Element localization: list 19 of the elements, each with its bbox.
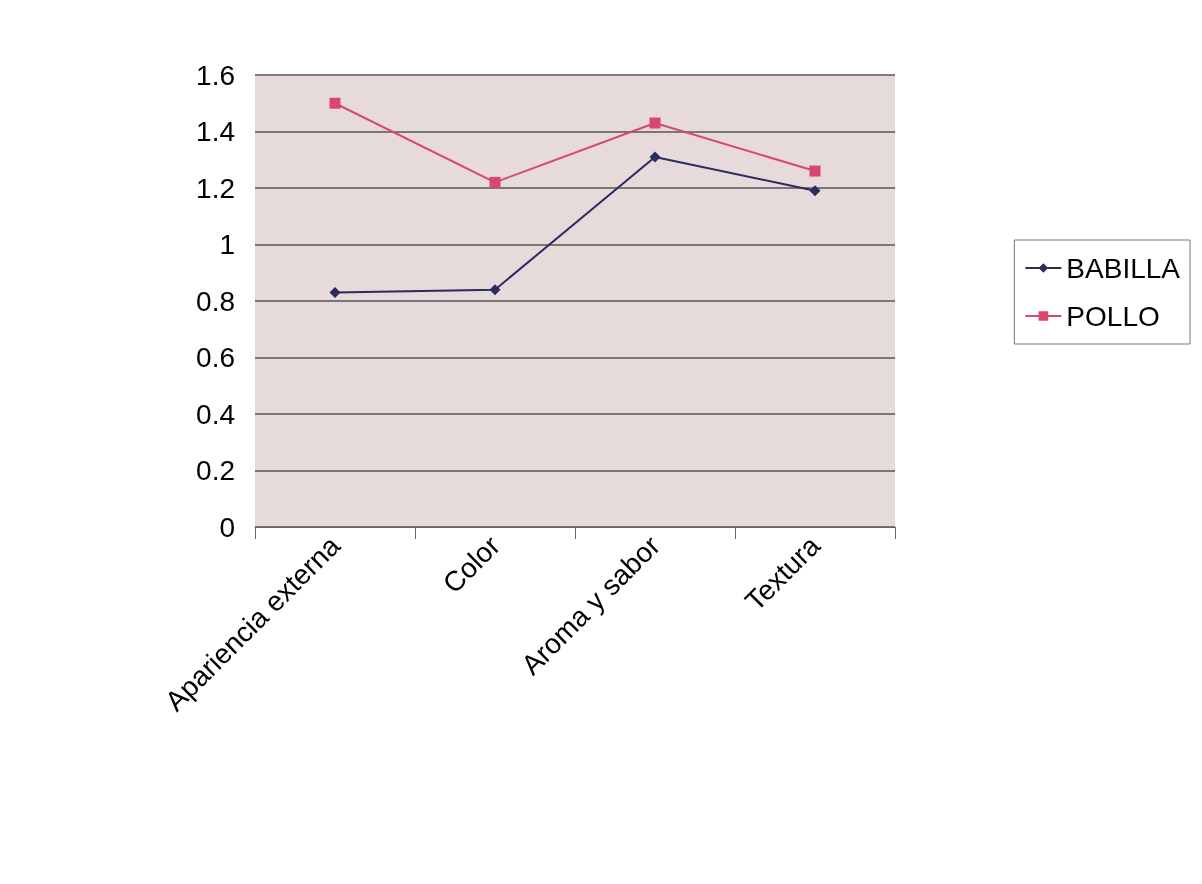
legend-label: POLLO: [1066, 300, 1160, 332]
y-tick-label: 1.4: [196, 116, 235, 147]
point: [489, 176, 501, 188]
y-tick-label: 0.2: [196, 455, 235, 486]
y-tick-label: 0: [219, 511, 235, 543]
y-tick-label: 1: [219, 229, 235, 260]
point: [329, 287, 341, 299]
point: [649, 117, 661, 129]
y-tick-label: 0.6: [196, 342, 235, 373]
y-tick-label: 1.6: [196, 59, 235, 91]
point: [809, 185, 821, 197]
legend-label: BABILLA: [1066, 252, 1181, 284]
y-tick-label: 0.8: [196, 285, 235, 317]
point: [809, 165, 821, 177]
point: [649, 151, 661, 163]
point: [329, 97, 341, 109]
point: [489, 284, 501, 296]
y-tick-label: 1.2: [196, 172, 235, 204]
y-tick-label: 0.4: [196, 398, 235, 430]
